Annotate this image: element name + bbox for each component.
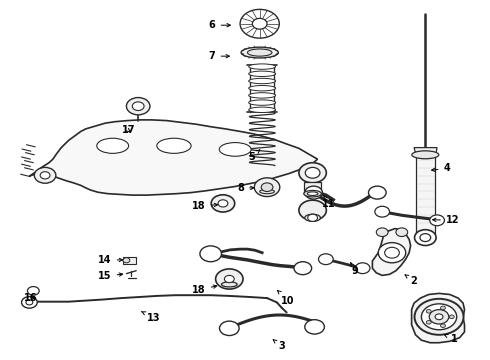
Ellipse shape [221,282,237,287]
Ellipse shape [412,151,439,159]
Text: 16: 16 [24,293,37,303]
Text: 13: 13 [142,312,161,323]
Circle shape [252,18,267,29]
Text: 17: 17 [122,125,135,135]
Ellipse shape [247,49,272,56]
Ellipse shape [249,78,275,84]
Circle shape [299,163,326,183]
Circle shape [376,228,388,237]
Circle shape [220,321,239,336]
Circle shape [308,214,318,221]
Text: 18: 18 [192,201,218,211]
Circle shape [126,98,150,115]
Circle shape [441,306,445,310]
Circle shape [27,287,39,295]
Circle shape [240,9,279,38]
Text: 1: 1 [444,334,458,344]
Polygon shape [304,182,321,194]
Text: 3: 3 [273,339,285,351]
Text: 14: 14 [98,255,122,265]
Ellipse shape [249,93,275,98]
Circle shape [396,228,408,237]
Text: 10: 10 [277,291,295,306]
Circle shape [34,167,56,183]
Ellipse shape [241,47,278,58]
Ellipse shape [249,86,275,91]
Ellipse shape [305,214,320,221]
Circle shape [200,246,221,262]
Text: 7: 7 [209,51,229,61]
Text: 15: 15 [98,271,122,282]
Polygon shape [416,155,435,234]
Circle shape [449,315,454,319]
Text: 12: 12 [433,215,460,225]
Circle shape [22,297,37,308]
Circle shape [375,206,390,217]
Circle shape [435,314,443,320]
Text: 11: 11 [322,196,336,209]
Ellipse shape [249,107,275,113]
Circle shape [318,254,333,265]
Text: 6: 6 [209,20,230,30]
Polygon shape [412,293,465,343]
Circle shape [441,324,445,328]
Text: 2: 2 [405,275,417,286]
Ellipse shape [260,189,274,194]
Polygon shape [123,257,136,264]
Circle shape [254,178,280,197]
Circle shape [216,269,243,289]
Circle shape [224,275,234,283]
Ellipse shape [249,100,275,105]
Text: 18: 18 [192,285,217,295]
Circle shape [426,320,431,324]
Circle shape [294,262,312,275]
Circle shape [415,299,464,335]
Circle shape [299,200,326,220]
Circle shape [421,304,457,330]
Circle shape [429,310,449,324]
Circle shape [420,234,431,242]
Circle shape [378,243,406,263]
Ellipse shape [304,190,321,197]
Circle shape [218,200,228,207]
Text: 9: 9 [351,263,359,276]
Circle shape [26,300,33,305]
Text: 5: 5 [248,150,260,162]
Circle shape [415,230,436,246]
Circle shape [355,263,370,274]
Polygon shape [372,229,411,275]
Circle shape [430,215,444,226]
Text: 4: 4 [432,163,450,174]
Circle shape [426,310,431,313]
Circle shape [132,102,144,111]
Circle shape [40,172,50,179]
Ellipse shape [249,64,275,69]
Circle shape [261,183,273,192]
Circle shape [211,195,235,212]
Text: 8: 8 [237,183,254,193]
Ellipse shape [307,192,318,195]
Circle shape [385,247,399,258]
Circle shape [305,186,322,199]
Circle shape [368,186,386,199]
Circle shape [305,167,320,178]
Polygon shape [29,120,318,195]
Ellipse shape [97,138,128,153]
Circle shape [305,320,324,334]
Ellipse shape [219,143,251,156]
Ellipse shape [249,71,275,77]
Circle shape [123,258,130,263]
Polygon shape [414,148,437,153]
Ellipse shape [157,138,191,153]
